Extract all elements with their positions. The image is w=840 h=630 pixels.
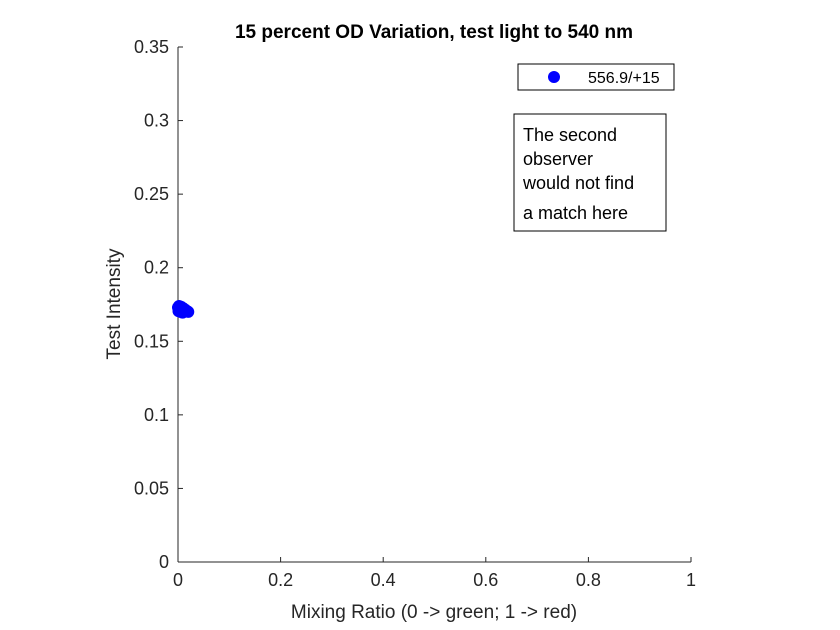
y-tick-label: 0.2 <box>144 258 169 278</box>
annotation-line-2: observer <box>523 149 593 169</box>
scatter-series <box>172 299 195 319</box>
legend-box <box>517 63 675 91</box>
y-tick-label: 0 <box>159 552 169 572</box>
y-tick-label: 0.35 <box>134 37 169 57</box>
x-tick-label: 0 <box>173 570 183 590</box>
legend: 556.9/+15 <box>517 63 675 91</box>
x-tick-label: 1 <box>686 570 696 590</box>
chart-title: 15 percent OD Variation, test light to 5… <box>235 22 633 43</box>
y-axis-label: Test Intensity <box>104 248 125 359</box>
x-tick-label: 0.8 <box>576 570 601 590</box>
annotation-box: The second observer would not find a mat… <box>513 113 667 232</box>
y-ticks: 0 0.05 0.1 0.15 0.2 0.25 0.3 0.35 <box>134 37 183 572</box>
y-tick-label: 0.3 <box>144 111 169 131</box>
x-ticks: 0 0.2 0.4 0.6 0.8 1 <box>173 557 696 590</box>
legend-entry-label: 556.9/+15 <box>588 70 660 87</box>
y-tick-label: 0.1 <box>144 405 169 425</box>
annotation-line-3: would not find <box>522 173 634 193</box>
x-tick-label: 0.2 <box>268 570 293 590</box>
x-axis-label: Mixing Ratio (0 -> green; 1 -> red) <box>291 602 577 623</box>
x-tick-label: 0.6 <box>473 570 498 590</box>
y-tick-label: 0.05 <box>134 478 169 498</box>
annotation-line-1: The second <box>523 125 617 145</box>
legend-marker <box>548 71 560 83</box>
annotation-border <box>513 113 667 232</box>
annotation-line-4: a match here <box>523 203 628 223</box>
y-tick-label: 0.25 <box>134 184 169 204</box>
x-tick-label: 0.4 <box>371 570 396 590</box>
y-tick-label: 0.15 <box>134 331 169 351</box>
data-point <box>176 306 189 319</box>
